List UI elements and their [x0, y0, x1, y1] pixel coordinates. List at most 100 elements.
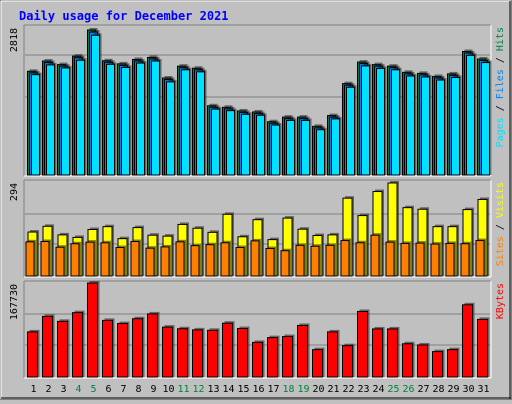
bar-sites-day-20: [310, 244, 321, 277]
bar-pages-day-20: [316, 127, 327, 176]
bar-kbytes-day-9: [147, 311, 160, 378]
bar-sites-day-28: [430, 242, 441, 277]
day-label-22: 22: [342, 384, 354, 395]
bar-sites-day-19: [295, 243, 306, 277]
bar-kbytes-day-19: [297, 323, 310, 378]
bar-sites-day-15: [235, 245, 246, 277]
legend-entry: KBytes: [495, 283, 506, 319]
bar-pages-day-3: [61, 65, 72, 176]
bar-kbytes-day-1: [27, 329, 40, 378]
bar-pages-day-18: [286, 118, 297, 176]
bar-kbytes-day-23: [357, 309, 370, 378]
bar-pages-day-6: [106, 62, 117, 176]
day-label-26: 26: [402, 384, 414, 395]
bar-kbytes-day-6: [102, 318, 115, 378]
bar-kbytes-day-21: [327, 329, 340, 378]
bar-pages-day-14: [226, 108, 237, 176]
bar-pages-day-29: [451, 75, 462, 176]
bar-pages-day-7: [121, 65, 132, 176]
bar-pages-day-30: [466, 53, 477, 176]
bar-pages-day-12: [196, 69, 207, 176]
day-label-12: 12: [192, 384, 204, 395]
panel-pages-files-hits: 2818 Pages / Files / Hits: [9, 24, 506, 177]
day-label-2: 2: [45, 384, 51, 395]
bar-sites-day-14: [220, 240, 231, 277]
bar-kbytes-day-20: [312, 347, 325, 378]
bar-pages-day-16: [256, 113, 267, 176]
day-label-20: 20: [312, 384, 324, 395]
bar-kbytes-day-12: [192, 327, 205, 378]
bar-kbytes-day-15: [237, 326, 250, 378]
bar-sites-day-7: [115, 245, 126, 277]
day-label-27: 27: [417, 384, 429, 395]
day-label-7: 7: [120, 384, 126, 395]
day-label-15: 15: [237, 384, 249, 395]
day-label-28: 28: [432, 384, 444, 395]
bar-sites-day-2: [40, 239, 51, 277]
bar-pages-day-15: [241, 112, 252, 176]
bar-kbytes-day-29: [447, 347, 460, 378]
bar-kbytes-day-14: [222, 321, 235, 378]
day-label-6: 6: [105, 384, 111, 395]
day-label-30: 30: [462, 384, 474, 395]
bar-kbytes-day-28: [432, 349, 445, 378]
bar-kbytes-day-31: [477, 317, 490, 378]
bar-kbytes-day-30: [462, 302, 475, 378]
bar-sites-day-17: [265, 246, 276, 277]
bar-kbytes-day-7: [117, 321, 130, 378]
day-label-8: 8: [135, 384, 141, 395]
bar-kbytes-day-26: [402, 341, 415, 378]
panel-legend: Pages / Files / Hits: [495, 27, 506, 147]
chart-title: Daily usage for December 2021: [19, 9, 229, 23]
bar-kbytes-day-3: [57, 319, 70, 378]
day-label-1: 1: [30, 384, 36, 395]
bar-pages-day-9: [151, 59, 162, 176]
legend-entry: Pages: [495, 117, 506, 147]
bar-pages-day-24: [376, 66, 387, 176]
bar-pages-day-4: [76, 58, 87, 176]
day-tick-labels: 1 2 3 4 5 6 7 8 9 10 11 12 13 14 15 16 17 18 19 20 21 22 23 24 2…: [30, 384, 489, 395]
bar-sites-day-26: [400, 241, 411, 277]
bar-pages-day-13: [211, 107, 222, 176]
legend-entry: Visits: [495, 182, 506, 218]
bar-pages-day-2: [46, 62, 57, 176]
day-label-25: 25: [387, 384, 399, 395]
bar-sites-day-27: [415, 241, 426, 277]
bar-pages-day-28: [436, 78, 447, 176]
legend-entry: /: [495, 99, 506, 117]
panel-visits-sites: 294 Sites / Visits: [9, 179, 506, 278]
bar-kbytes-day-27: [417, 342, 430, 378]
bar-kbytes-day-11: [177, 326, 190, 378]
bar-pages-day-26: [406, 73, 417, 176]
bar-pages-day-31: [481, 60, 492, 176]
day-label-18: 18: [282, 384, 294, 395]
day-label-10: 10: [162, 384, 174, 395]
bar-kbytes-day-16: [252, 340, 265, 378]
bar-kbytes-day-25: [387, 326, 400, 378]
bar-pages-day-21: [331, 116, 342, 176]
bar-sites-day-29: [445, 241, 456, 277]
bar-kbytes-day-17: [267, 335, 280, 378]
legend-entry: Files: [495, 69, 506, 99]
bar-kbytes-day-22: [342, 343, 355, 378]
bar-sites-day-25: [385, 240, 396, 277]
bar-sites-day-22: [340, 238, 351, 277]
y-max-label: 167730: [9, 284, 20, 320]
bar-pages-day-19: [301, 118, 312, 176]
bar-kbytes-day-5: [87, 281, 100, 378]
legend-entry: Sites: [495, 236, 506, 266]
day-label-31: 31: [477, 384, 489, 395]
day-label-29: 29: [447, 384, 459, 395]
bar-kbytes-day-4: [72, 310, 85, 378]
day-label-24: 24: [372, 384, 384, 395]
day-label-4: 4: [75, 384, 81, 395]
bar-sites-day-3: [55, 245, 66, 277]
bar-pages-day-22: [346, 85, 357, 176]
day-label-5: 5: [90, 384, 96, 395]
bar-sites-day-1: [25, 239, 36, 277]
bar-kbytes-day-2: [42, 314, 55, 378]
bar-pages-day-27: [421, 74, 432, 176]
bar-pages-day-8: [136, 61, 147, 176]
